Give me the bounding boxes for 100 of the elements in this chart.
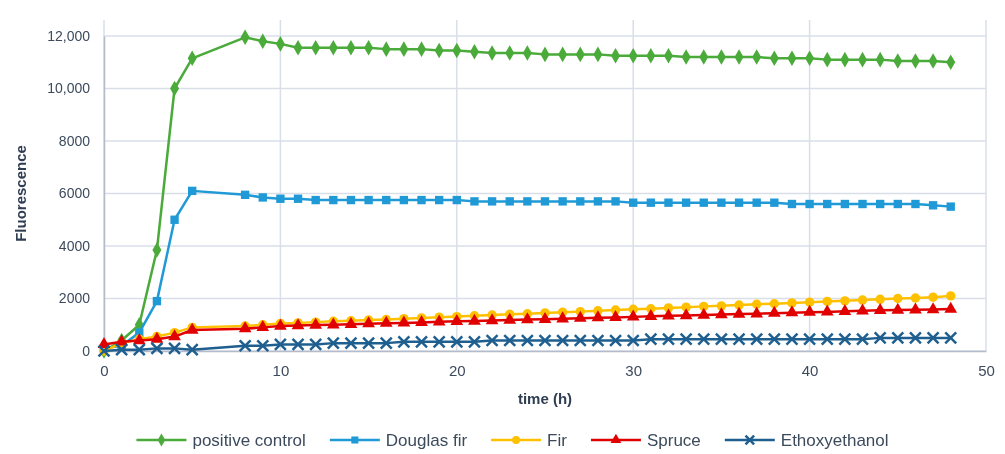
point: [946, 202, 955, 211]
point: [767, 305, 781, 317]
point: [805, 199, 814, 209]
point: [185, 342, 199, 357]
point: [308, 337, 323, 352]
point: [873, 331, 887, 345]
point: [661, 332, 676, 346]
point: [238, 339, 252, 353]
point: [893, 293, 903, 304]
point: [523, 197, 532, 206]
point: [911, 199, 920, 209]
point: [732, 332, 746, 346]
point: [573, 310, 587, 322]
point: [256, 339, 270, 353]
point: [873, 302, 887, 314]
point: [734, 300, 744, 310]
legend-label: Douglas fir: [385, 431, 468, 450]
point: [258, 193, 267, 202]
point: [538, 311, 552, 323]
x-tick-label: 30: [625, 361, 643, 379]
point: [415, 315, 428, 327]
point: [558, 197, 567, 206]
point: [576, 197, 585, 206]
y-tick-label: 8000: [58, 132, 91, 149]
point: [893, 199, 902, 209]
point: [944, 301, 958, 313]
point: [629, 198, 638, 207]
point: [679, 308, 693, 320]
x-axis-title: time (h): [517, 390, 573, 407]
point: [699, 198, 708, 207]
legend-label: Spruce: [646, 431, 701, 450]
point: [820, 332, 834, 346]
point: [626, 333, 640, 348]
point: [521, 312, 534, 324]
point: [485, 333, 499, 348]
point: [329, 195, 338, 205]
point: [822, 296, 832, 307]
point: [382, 195, 391, 205]
point: [593, 197, 603, 206]
point: [823, 199, 832, 209]
point: [414, 335, 429, 349]
point: [662, 308, 675, 320]
point: [891, 302, 905, 314]
point: [646, 198, 656, 207]
point: [785, 305, 799, 317]
legend-label: positive control: [192, 431, 306, 450]
point: [434, 195, 444, 205]
point: [364, 195, 373, 205]
point: [346, 195, 356, 205]
legend-label: Ethoxyethanol: [780, 431, 889, 450]
point: [908, 331, 923, 345]
point: [611, 197, 620, 206]
point: [397, 335, 411, 349]
point: [379, 336, 393, 350]
point: [470, 197, 479, 206]
point: [502, 333, 517, 348]
point: [467, 335, 482, 349]
point: [326, 336, 341, 350]
point: [450, 335, 464, 349]
point: [734, 198, 744, 207]
point: [417, 195, 426, 205]
point: [608, 333, 623, 348]
point: [468, 313, 481, 325]
point: [749, 332, 764, 346]
point: [697, 332, 711, 346]
y-tick-label: 4000: [58, 237, 91, 254]
point: [609, 310, 622, 322]
point: [715, 307, 728, 319]
point: [432, 335, 446, 349]
point: [273, 337, 288, 352]
point: [152, 296, 162, 306]
point: [769, 299, 780, 309]
point: [276, 194, 285, 203]
x-tick-label: 20: [448, 361, 466, 379]
point: [452, 195, 461, 205]
point: [664, 198, 673, 207]
point: [787, 199, 797, 209]
point: [856, 303, 869, 315]
point: [910, 293, 921, 303]
point: [170, 215, 179, 224]
point: [928, 292, 938, 302]
point: [804, 297, 815, 307]
point: [946, 291, 956, 301]
x-tick-label: 40: [801, 361, 819, 379]
point: [858, 199, 867, 209]
x-tick-label: 10: [272, 361, 290, 379]
point: [114, 342, 129, 357]
point: [838, 304, 852, 316]
point: [644, 309, 658, 321]
point: [540, 197, 550, 206]
point: [751, 299, 762, 309]
point: [344, 336, 358, 350]
point: [714, 332, 729, 346]
point: [840, 199, 850, 209]
point: [150, 341, 164, 356]
point: [573, 333, 588, 348]
point: [538, 333, 552, 348]
x-tick-label: 0: [100, 361, 109, 379]
point: [555, 333, 570, 348]
point: [875, 199, 885, 209]
